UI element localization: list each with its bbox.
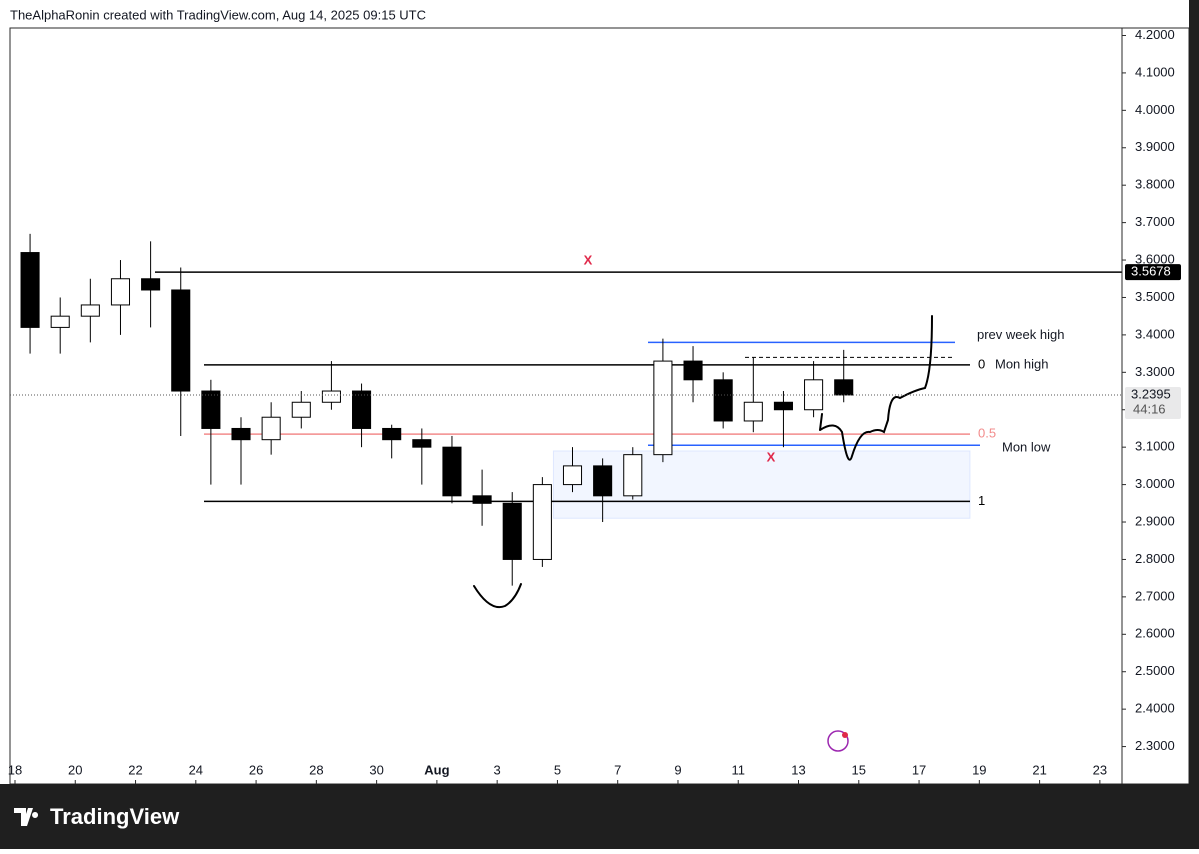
x-tick-label: 9 (674, 762, 681, 777)
candle-body (141, 278, 161, 291)
candle-body (804, 379, 824, 411)
fib-label: 1 (978, 493, 985, 508)
candle-body (80, 304, 100, 317)
header-title: TheAlphaRonin created with TradingView.c… (10, 7, 426, 22)
candle-body (110, 278, 131, 306)
drawings (473, 315, 933, 608)
x-tick-label: 11 (731, 762, 745, 777)
fib-label: 0 (978, 356, 985, 371)
y-tick-label: 4.1000 (1135, 64, 1175, 79)
y-tick-label: 2.6000 (1135, 626, 1175, 641)
x-tick-label: 22 (128, 762, 142, 777)
y-tick-label: 2.3000 (1135, 738, 1175, 753)
x-tick-label: 5 (554, 762, 561, 777)
brand-name: TradingView (50, 804, 180, 829)
x-tick-label: 24 (189, 762, 203, 777)
price-tag (1125, 264, 1181, 281)
chart-frame (9, 27, 1190, 785)
brand-logo: TradingView (14, 804, 180, 829)
candle-body (50, 315, 70, 328)
x-tick-label: 20 (68, 762, 82, 777)
x-tick-label: 18 (8, 762, 22, 777)
candle-body (713, 379, 733, 422)
y-tick-label: 2.8000 (1135, 551, 1175, 566)
y-tick-label: 3.8000 (1135, 177, 1175, 192)
candle-body (321, 390, 341, 403)
candle-body (593, 465, 613, 497)
candle-body (773, 401, 793, 411)
y-tick-label: 3.3000 (1135, 364, 1175, 379)
x-tick-label: 26 (249, 762, 263, 777)
candle-body (834, 379, 854, 396)
x-tick-label: 19 (972, 762, 986, 777)
candle-body (653, 360, 673, 456)
y-tick-label: 2.4000 (1135, 701, 1175, 716)
footer (0, 784, 1199, 849)
last-price-tag (1125, 386, 1181, 419)
candle-body (532, 484, 552, 560)
icon-dot (842, 732, 848, 738)
x-tick-label: 28 (309, 762, 323, 777)
candle-body (472, 495, 492, 504)
candle-body (502, 502, 522, 560)
y-tick-label: 3.9000 (1135, 139, 1175, 154)
y-tick-label: 3.6000 (1135, 251, 1175, 266)
candle-body (623, 454, 643, 497)
level-label: prev week high (977, 327, 1064, 342)
x-tick-label: 7 (614, 762, 621, 777)
x-tick-label: 30 (369, 762, 383, 777)
candle-body (442, 446, 462, 497)
fib-label: 0.5 (978, 426, 996, 441)
y-tick-label: 3.7000 (1135, 214, 1175, 229)
countdown-label: 44:16 (1133, 401, 1166, 416)
candle-body (352, 390, 372, 429)
level-label: Mon low (1002, 440, 1051, 455)
frame-edge (1189, 0, 1199, 849)
x-tick-label: 21 (1032, 762, 1046, 777)
plot-area (20, 233, 1122, 586)
y-tick-label: 3.0000 (1135, 476, 1175, 491)
candle-body (20, 252, 40, 328)
logo-icon (14, 808, 39, 826)
candle-body (201, 390, 221, 429)
x-tick-label: 13 (791, 762, 805, 777)
candle-body (171, 289, 191, 392)
candle-body (683, 360, 703, 381)
candle-body (412, 439, 432, 448)
candle-body (743, 401, 763, 422)
annotation: X (767, 449, 776, 464)
level-label: Mon high (995, 356, 1048, 371)
y-tick-label: 4.0000 (1135, 102, 1175, 117)
candle-body (291, 401, 311, 418)
freehand-projection (819, 315, 933, 461)
last-price-label: 3.2395 (1131, 386, 1171, 401)
candle-body (231, 427, 251, 441)
freehand-curve (473, 583, 522, 608)
y-tick-label: 2.9000 (1135, 513, 1175, 528)
icon-badge (827, 730, 849, 752)
candle-body (382, 427, 402, 441)
y-tick-label: 4.2000 (1135, 27, 1175, 42)
y-tick-label: 2.5000 (1135, 663, 1175, 678)
x-tick-label: 17 (912, 762, 926, 777)
x-tick-label: 3 (494, 762, 501, 777)
y-tick-label: 3.5000 (1135, 289, 1175, 304)
annotation: X (584, 252, 593, 267)
y-tick-label: 3.1000 (1135, 439, 1175, 454)
candle-body (261, 416, 281, 441)
price-tag-label: 3.5678 (1131, 264, 1171, 279)
candle-body (562, 465, 583, 486)
y-tick-label: 2.7000 (1135, 588, 1175, 603)
x-tick-label: Aug (424, 762, 449, 777)
y-tick-label: 3.4000 (1135, 326, 1175, 341)
x-tick-label: 15 (852, 762, 866, 777)
x-tick-label: 23 (1093, 762, 1107, 777)
zone (552, 450, 971, 519)
